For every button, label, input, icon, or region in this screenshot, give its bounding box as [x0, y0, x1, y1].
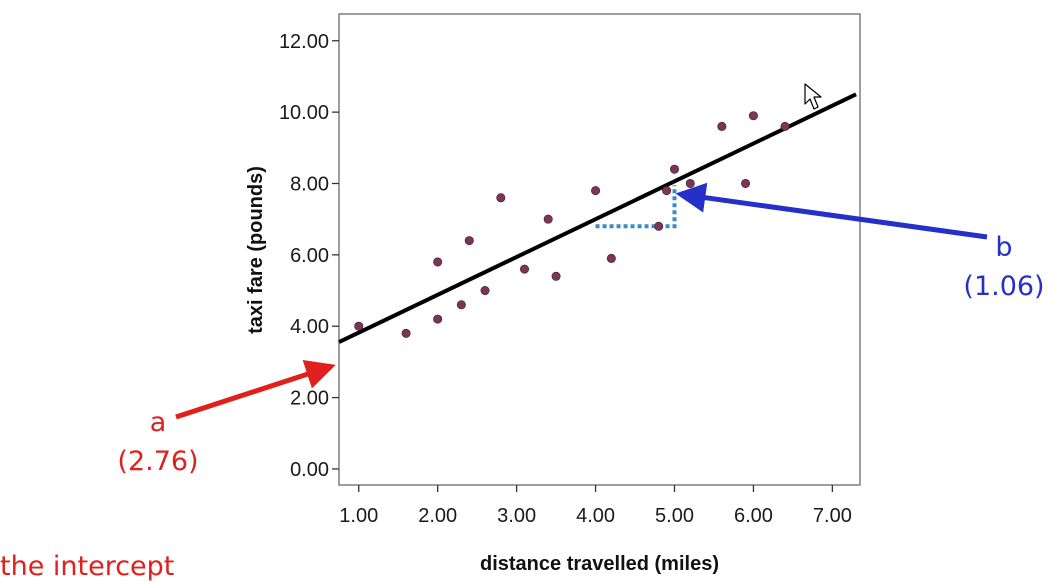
intercept-caption: the intercept	[0, 551, 175, 582]
regression-line	[338, 92, 857, 344]
annotation-b-label: b	[995, 232, 1013, 263]
data-point	[685, 178, 695, 188]
x-tick-label: 2.00	[418, 505, 457, 527]
mouse-cursor-icon	[804, 83, 822, 110]
data-point	[551, 271, 561, 281]
annotation-a-label: a	[149, 407, 167, 438]
annotation-a-value: (2.76)	[117, 446, 199, 478]
data-point	[433, 257, 443, 267]
data-point	[669, 164, 679, 174]
data-point	[717, 121, 727, 131]
x-tick-label: 5.00	[655, 505, 694, 527]
annotation-b: b (1.06)	[954, 228, 1054, 306]
y-tick-label: 8.00	[290, 173, 329, 195]
data-point	[520, 264, 530, 274]
data-point	[401, 328, 411, 338]
data-point	[606, 253, 616, 263]
data-point	[480, 286, 490, 296]
data-point	[780, 121, 790, 131]
data-point	[543, 214, 553, 224]
data-point	[662, 186, 672, 196]
data-point	[354, 321, 364, 331]
x-axis-title: distance travelled (miles)	[480, 553, 719, 575]
y-tick-label: 2.00	[290, 388, 329, 410]
y-tick-label: 6.00	[290, 245, 329, 267]
x-tick-label: 7.00	[813, 505, 852, 527]
annotation-b-arrow	[675, 182, 988, 240]
x-tick-label: 3.00	[497, 505, 536, 527]
x-tick-label: 1.00	[339, 505, 378, 527]
y-tick-label: 10.00	[279, 102, 329, 124]
data-point	[433, 314, 443, 324]
x-tick-label: 4.00	[576, 505, 615, 527]
annotation-a: a (2.76)	[108, 403, 208, 481]
slope-triangle	[595, 185, 677, 229]
y-tick-label: 12.00	[279, 31, 329, 53]
annotation-a-arrow	[175, 359, 336, 420]
y-tick-label: 0.00	[290, 459, 329, 481]
data-point	[591, 186, 601, 196]
data-point	[464, 236, 474, 246]
data-point	[456, 300, 466, 310]
plot-area-frame	[338, 13, 861, 486]
y-axis-title: taxi fare (pounds)	[245, 166, 267, 334]
annotation-b-value: (1.06)	[963, 271, 1045, 303]
data-point	[496, 193, 506, 203]
x-tick-label: 6.00	[734, 505, 773, 527]
data-point	[748, 111, 758, 121]
data-point	[654, 221, 664, 231]
data-point	[741, 178, 751, 188]
y-tick-label: 4.00	[290, 316, 329, 338]
